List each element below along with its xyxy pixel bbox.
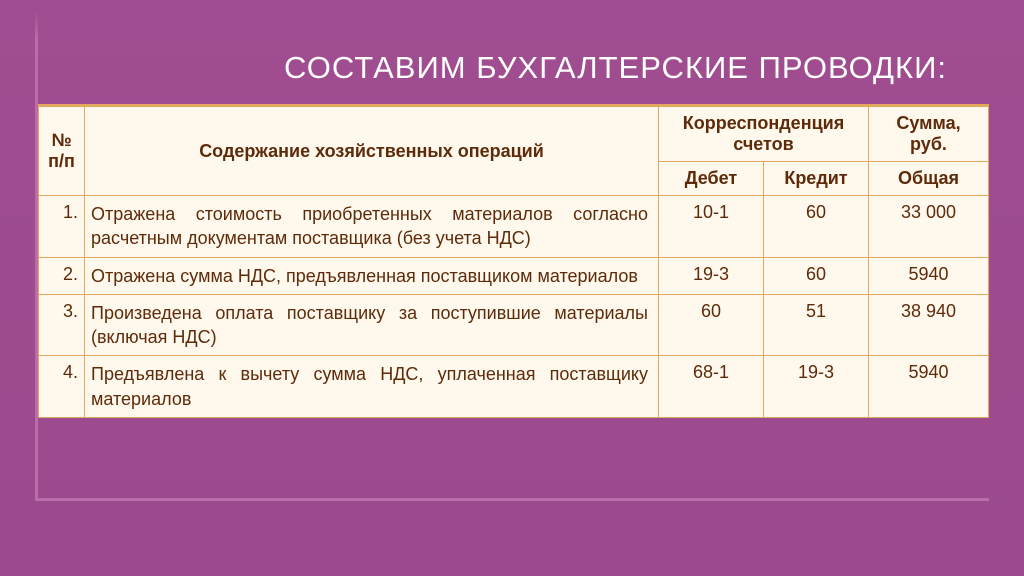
page-title: СОСТАВИМ БУХГАЛТЕРСКИЕ ПРОВОДКИ:: [38, 10, 989, 104]
table-row: 4.Предъявлена к вычету сумма НДС, уплаче…: [39, 356, 989, 418]
th-credit: Кредит: [763, 162, 868, 196]
cell-desc: Произведена оплата поставщику за поступи…: [85, 294, 659, 356]
cell-credit: 60: [763, 257, 868, 294]
th-debit: Дебет: [658, 162, 763, 196]
cell-sum: 33 000: [869, 196, 989, 258]
cell-desc: Предъявлена к вычету сумма НДС, уплаченн…: [85, 356, 659, 418]
cell-debit: 19-3: [658, 257, 763, 294]
cell-sum: 5940: [869, 257, 989, 294]
cell-num: 3.: [39, 294, 85, 356]
cell-credit: 51: [763, 294, 868, 356]
cell-credit: 60: [763, 196, 868, 258]
cell-debit: 10-1: [658, 196, 763, 258]
table-row: 2.Отражена сумма НДС, предъявленная пост…: [39, 257, 989, 294]
cell-credit: 19-3: [763, 356, 868, 418]
slide-frame: СОСТАВИМ БУХГАЛТЕРСКИЕ ПРОВОДКИ: № п/п С…: [35, 10, 989, 501]
th-desc: Содержание хозяйственных операций: [85, 107, 659, 196]
cell-debit: 60: [658, 294, 763, 356]
th-num: № п/п: [39, 107, 85, 196]
cell-sum: 38 940: [869, 294, 989, 356]
cell-num: 1.: [39, 196, 85, 258]
table-row: 3.Произведена оплата поставщику за посту…: [39, 294, 989, 356]
cell-desc: Отражена стоимость приобретенных материа…: [85, 196, 659, 258]
cell-debit: 68-1: [658, 356, 763, 418]
cell-num: 2.: [39, 257, 85, 294]
cell-desc: Отражена сумма НДС, предъявленная постав…: [85, 257, 659, 294]
th-total: Общая: [869, 162, 989, 196]
cell-num: 4.: [39, 356, 85, 418]
table-row: 1.Отражена стоимость приобретенных матер…: [39, 196, 989, 258]
th-sum: Сумма, руб.: [869, 107, 989, 162]
entries-table: № п/п Содержание хозяйственных операций …: [38, 106, 989, 418]
entries-table-wrap: № п/п Содержание хозяйственных операций …: [38, 104, 989, 418]
cell-sum: 5940: [869, 356, 989, 418]
th-corr: Корреспонденция счетов: [658, 107, 868, 162]
